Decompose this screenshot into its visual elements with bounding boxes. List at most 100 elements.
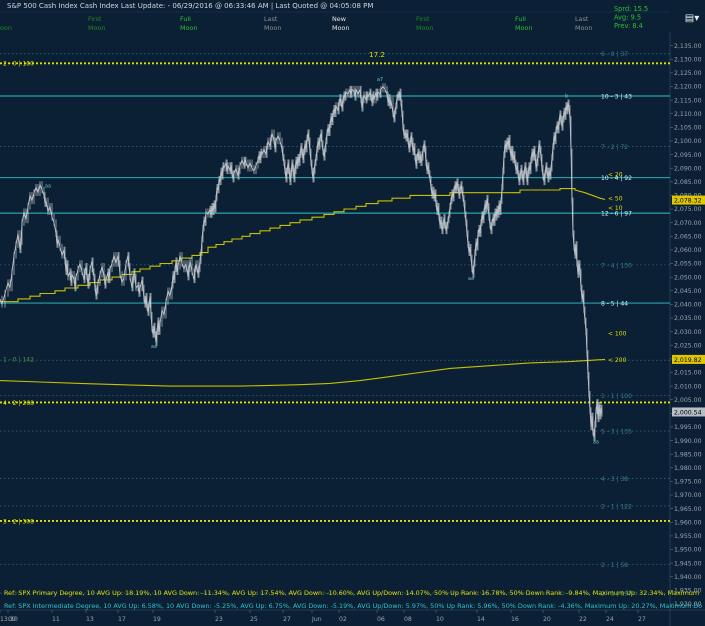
y-tick-label: 2,135.00 [674, 43, 702, 50]
x-tick-label: 08 [404, 616, 412, 623]
chart-title-header: S&P 500 Cash Index Cash Index Last Updat… [7, 2, 373, 10]
moon-label-cut: oon [0, 24, 12, 32]
moon-label-top: Full [180, 15, 191, 23]
x-tick-label: 06 [377, 616, 385, 623]
reference-line-label: 1 - 1 | 100 [601, 393, 632, 400]
y-tick-label: 1,995.00 [674, 424, 702, 431]
y-tick-label: 2,005.00 [674, 397, 702, 404]
reference-line-label: 12 - 6 | 97 [601, 211, 632, 218]
y-tick-label: 2,035.00 [674, 315, 702, 322]
wave-mark: b [565, 93, 568, 99]
footer-stat-line: Ref: SPX Primary Degree, 10 AVG Up: 18.1… [4, 589, 699, 597]
x-tick-label: 25 [250, 616, 258, 623]
y-tick-label: 2,025.00 [674, 342, 702, 349]
x-tick-label: 22 [579, 616, 587, 623]
reference-line-label: 2 - 1 | 122 [601, 503, 632, 510]
y-tick-label: 1,985.00 [674, 451, 702, 458]
x-tick-label: 20 [543, 616, 551, 623]
x-tick-label: 09 [8, 616, 16, 623]
reference-line-label: 2 - 1 | 58 [601, 562, 628, 569]
moon-label-bottom: Moon [88, 24, 105, 32]
y-tick-label: 2,010.00 [674, 383, 702, 390]
x-tick-label: 27 [283, 616, 291, 623]
moon-label-bottom: Moon [332, 24, 349, 32]
moon-label-bottom: Moon [264, 24, 281, 32]
x-tick-label: 16 [511, 616, 519, 623]
y-tick-label: 2,050.00 [674, 274, 702, 281]
y-tick-label: 1,970.00 [674, 492, 702, 499]
left-level-label: 3 - 2 | 308 [3, 518, 34, 525]
price-tag-label: 2,019.82 [674, 357, 702, 364]
y-tick-label: 1,945.00 [674, 560, 702, 567]
y-tick-label: 2,045.00 [674, 288, 702, 295]
y-tick-label: 2,115.00 [674, 97, 702, 104]
stat-label: Avg: 9.5 [614, 14, 641, 22]
ma-label: < 100 [608, 330, 627, 337]
annotation-label: 17.2 [369, 50, 385, 59]
reference-line-label: 7 - 2 | 72 [601, 144, 628, 151]
x-tick-label: 27 [638, 616, 646, 623]
y-tick-label: 2,015.00 [674, 370, 702, 377]
x-tick-label: 23 [215, 616, 223, 623]
footer-stat-line: Ref: SPX Intermediate Degree, 10 AVG Up:… [4, 602, 702, 610]
y-tick-label: 1,940.00 [674, 574, 702, 581]
moon-label-bottom: Moon [575, 24, 592, 32]
price-tag-box [672, 407, 705, 417]
moon-label-top: First [88, 15, 102, 23]
y-tick-label: 2,085.00 [674, 179, 702, 186]
x-tick-label: 24 [606, 616, 614, 623]
moon-label-top: Last [575, 15, 589, 23]
reference-line-label: 4 - 3 | 38 [601, 476, 628, 483]
y-tick-label: 2,110.00 [674, 111, 702, 118]
price-line [0, 85, 603, 438]
left-level-label: 1 - 0 | 142 [3, 356, 34, 363]
wave-mark: a7 [377, 77, 383, 83]
moon-label-top: Full [515, 15, 526, 23]
y-tick-label: 2,125.00 [674, 70, 702, 77]
y-tick-label: 2,030.00 [674, 329, 702, 336]
x-tick-label: 13 [86, 616, 94, 623]
x-tick-label: 02 [339, 616, 347, 623]
y-tick-label: 2,095.00 [674, 152, 702, 159]
y-tick-label: 1,955.00 [674, 533, 702, 540]
x-tick-label: 17 [118, 616, 126, 623]
y-tick-label: 2,130.00 [674, 56, 702, 63]
left-level-label: 4 - 2 | 268 [3, 400, 34, 407]
y-tick-label: 2,070.00 [674, 220, 702, 227]
moon-label-bottom: Moon [180, 24, 197, 32]
ma-label: < 200 [608, 357, 627, 364]
wave-mark: aa [593, 440, 599, 445]
wave-mark: aa [151, 345, 157, 350]
y-tick-label: 1,960.00 [674, 519, 702, 526]
y-tick-label: 1,930.00 [674, 601, 702, 608]
reference-line-label: 7 - 4 | 130 [601, 262, 632, 269]
x-tick-label: 13:10 [0, 616, 18, 623]
y-tick-label: 1,980.00 [674, 465, 702, 472]
x-tick-label: Jun [311, 616, 322, 623]
y-tick-label: 2,105.00 [674, 125, 702, 132]
ma-label: < 10 [608, 205, 623, 212]
y-tick-label: 1,950.00 [674, 547, 702, 554]
wave-mark: aa [45, 184, 51, 189]
ma-label: < 50 [608, 196, 623, 203]
stat-label: Prev: 8.4 [614, 22, 643, 30]
y-tick-label: 1,935.00 [674, 588, 702, 595]
y-tick-label: 2,120.00 [674, 84, 702, 91]
price-tag-box [672, 195, 705, 205]
x-tick-label: 11 [52, 616, 60, 623]
left-level-label: 2 - 0 | 100 [3, 61, 34, 68]
reference-line-label: 2 - 1 | 197 [601, 591, 632, 598]
price-tag-label: 2,078.32 [674, 197, 702, 204]
x-tick-label: 19 [153, 616, 161, 623]
reference-line-label: 6 - 0 | 37 [601, 51, 628, 58]
reference-line-label: 5 - 3 | 135 [601, 428, 632, 435]
ma-200-line [0, 358, 606, 387]
y-tick-label: 2,040.00 [674, 302, 702, 309]
menu-dropdown-icon[interactable]: ▤▾ [684, 13, 700, 24]
y-tick-label: 2,100.00 [674, 138, 702, 145]
y-tick-label: 1,975.00 [674, 479, 702, 486]
y-tick-label: 2,060.00 [674, 247, 702, 254]
x-tick-label: 14 [477, 616, 485, 623]
